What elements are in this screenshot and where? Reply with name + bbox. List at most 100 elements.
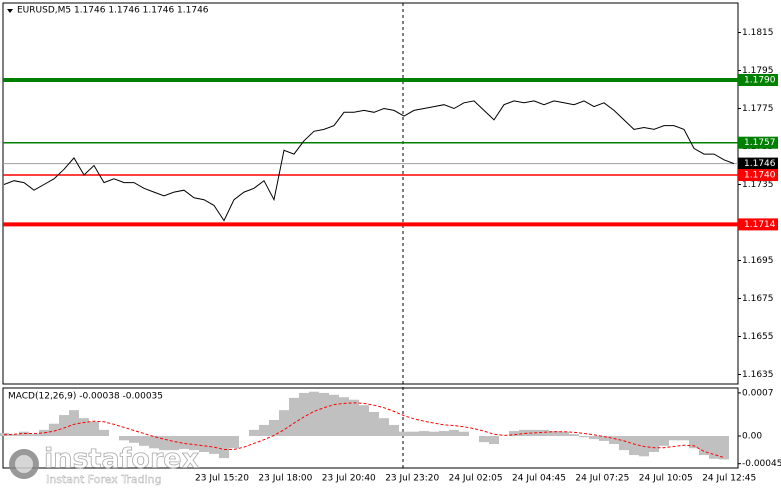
macd-bar [709, 436, 719, 459]
macd-bar [679, 436, 689, 441]
x-tick-label: 24 Jul 07:25 [575, 474, 629, 484]
macd-bar [319, 392, 329, 436]
x-tick-label: 24 Jul 12:45 [702, 474, 756, 484]
y-tick-label: -0.00045 [742, 459, 781, 469]
macd-bar [569, 434, 579, 436]
macd-bar [359, 405, 369, 436]
macd-bar [189, 436, 199, 451]
level-label-bg [738, 136, 778, 149]
y-tick-label: 1.1775 [742, 104, 774, 114]
macd-bar [199, 436, 209, 452]
level-label: 1.1714 [744, 220, 776, 230]
level-label-bg [738, 218, 778, 231]
macd-bar [649, 436, 659, 452]
macd-bar [449, 429, 459, 436]
macd-bar [369, 412, 379, 436]
macd-bar [69, 410, 79, 436]
macd-bar [459, 431, 469, 436]
macd-bar [219, 436, 229, 459]
macd-bar [409, 431, 419, 436]
y-tick-label: 1.1635 [742, 370, 774, 380]
macd-bar [629, 436, 639, 456]
macd-bar [609, 436, 619, 444]
macd-bar [669, 436, 679, 441]
macd-bar [89, 421, 99, 436]
macd-bar [579, 436, 589, 438]
macd-bar [619, 436, 629, 451]
macd-bar [129, 436, 139, 443]
macd-bar [389, 424, 399, 436]
macd-bar [139, 436, 149, 446]
macd-bar [289, 397, 299, 436]
menu-arrow [7, 9, 13, 13]
macd-bar [419, 431, 429, 436]
y-tick-label: 1.1675 [742, 294, 774, 304]
level-label-bg [738, 74, 778, 86]
macd-bar [79, 418, 89, 436]
macd-bar [309, 391, 319, 436]
y-tick-label: 0.00 [742, 432, 762, 442]
macd-bar [159, 436, 169, 451]
macd-bar [99, 429, 109, 436]
macd-bar [9, 434, 19, 436]
macd-bar [699, 436, 709, 456]
x-tick-label: 23 Jul 20:40 [322, 474, 376, 484]
macd-bar [589, 436, 599, 440]
macd-bar [119, 436, 129, 441]
macd-bar [719, 436, 729, 460]
macd-bar [379, 418, 389, 436]
x-tick-label: 23 Jul 15:20 [195, 474, 249, 484]
macd-bar [279, 410, 289, 436]
level-label: 1.1746 [744, 159, 776, 169]
watermark-logo-inner [15, 455, 33, 473]
price-line [3, 100, 735, 222]
level-label: 1.1790 [744, 76, 776, 86]
macd-bar [49, 423, 59, 436]
macd-bar [269, 420, 279, 436]
macd-bar [149, 436, 159, 449]
x-tick-label: 24 Jul 02:05 [449, 474, 503, 484]
macd-bar [479, 436, 489, 443]
macd-bar [539, 429, 549, 436]
level-label-bg [738, 169, 778, 181]
macd-bar [559, 431, 569, 436]
macd-bar [599, 436, 609, 441]
watermark-slogan: Instant Forex Trading [46, 473, 162, 486]
macd-bar [519, 429, 529, 436]
y-tick-label: 1.1815 [742, 28, 774, 38]
macd-bar [169, 436, 179, 451]
macd-bar [339, 397, 349, 436]
chart-title: EURUSD,M5 1.1746 1.1746 1.1746 1.1746 [17, 6, 209, 16]
x-tick-label: 23 Jul 18:00 [258, 474, 312, 484]
macd-bar [329, 394, 339, 436]
signal-line [3, 402, 725, 458]
macd-bar [439, 431, 449, 436]
macd-bar [259, 424, 269, 436]
macd-title: MACD(12,26,9) -0.00038 -0.00035 [8, 392, 163, 402]
macd-bar [229, 436, 239, 449]
y-tick-label: 1.1735 [742, 180, 774, 190]
level-label: 1.1740 [744, 171, 776, 181]
macd-bar [529, 429, 539, 436]
y-tick-label: 0.0007 [742, 388, 774, 398]
macd-bar [689, 436, 699, 449]
macd-bar [509, 431, 519, 436]
y-tick-label: 1.1795 [742, 66, 774, 76]
macd-bar [429, 431, 439, 436]
macd-bar [659, 436, 669, 446]
macd-bar [549, 431, 559, 436]
macd-bar [489, 436, 499, 444]
macd-bar [299, 392, 309, 436]
price-pane [2, 2, 739, 385]
macd-bar [209, 436, 219, 454]
macd-bar [399, 431, 409, 436]
x-tick-label: 24 Jul 04:45 [512, 474, 566, 484]
macd-bar [349, 399, 359, 436]
macd-bar [249, 429, 259, 436]
macd-bar [29, 434, 39, 436]
macd-bar [59, 415, 69, 436]
x-tick-label: 23 Jul 23:20 [385, 474, 439, 484]
x-tick-label: 24 Jul 10:05 [639, 474, 693, 484]
macd-bar [179, 436, 189, 449]
